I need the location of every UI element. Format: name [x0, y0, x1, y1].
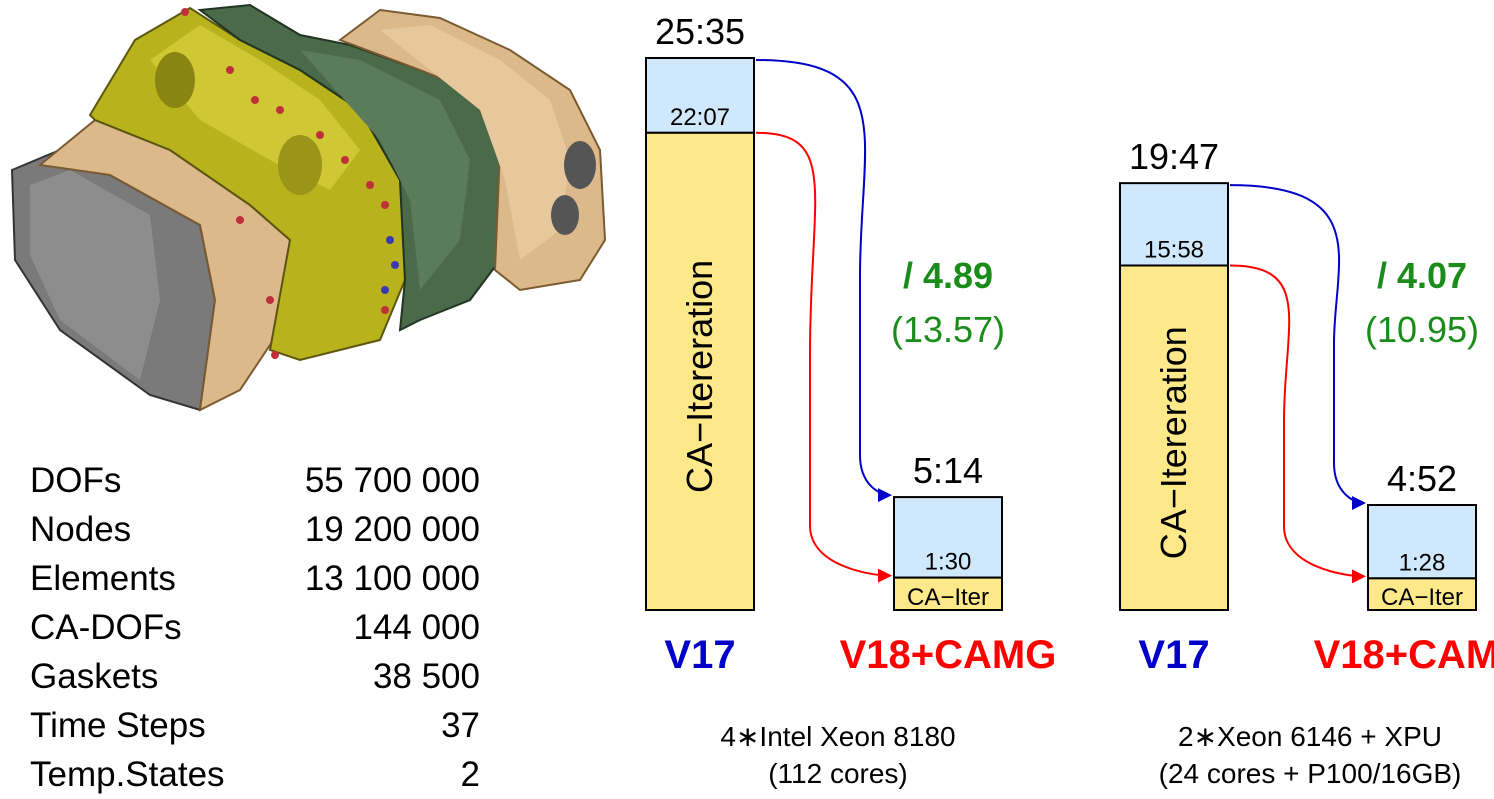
bar-version-label: V17: [664, 633, 735, 677]
model-specs-table: DOFs 55 700 000 Nodes 19 200 000 Elements 13 …: [30, 456, 480, 799]
hardware-label: 2∗Xeon 6146 + XPU: [1178, 721, 1442, 752]
speedup-total-label: / 4.07: [1377, 255, 1467, 296]
speedup-arrow-total: [1229, 184, 1366, 510]
spec-value: 19 200 000: [304, 510, 480, 549]
spec-label: DOFs: [30, 461, 122, 500]
bar-ca-segment-label: CA−Iter: [907, 584, 989, 611]
spec-label: Nodes: [30, 510, 132, 549]
spec-label: Time Steps: [30, 706, 206, 745]
bar-total-segment: [1367, 503, 1477, 580]
speedup-total-label: / 4.89: [903, 255, 993, 296]
bar-ca-time-label: 22:07: [670, 104, 730, 131]
bar-ca-segment-label: CA−Iter: [1381, 584, 1463, 611]
speedup-arrow-ca: [1229, 264, 1366, 584]
bar-ca-segment-label: CA−Itereration: [679, 260, 720, 493]
spec-row: Temp.States 2: [30, 750, 480, 799]
spec-value: 13 100 000: [304, 559, 480, 598]
spec-label: CA-DOFs: [30, 608, 182, 647]
spec-label: Temp.States: [30, 755, 225, 794]
bar-total-label: 19:47: [1129, 136, 1219, 177]
bar-total-label: 5:14: [913, 450, 983, 491]
spec-value: 55 700 000: [304, 461, 480, 500]
spec-row: Time Steps 37: [30, 701, 480, 750]
spec-row: Elements 13 100 000: [30, 554, 480, 603]
speedup-ca-label: (13.57): [891, 309, 1005, 350]
spec-value: 144 000: [353, 608, 480, 647]
speedup-total-value: / 4.07: [1377, 255, 1467, 296]
spec-label: Gaskets: [30, 657, 159, 696]
spec-row: Nodes 19 200 000: [30, 505, 480, 554]
spec-value: 38 500: [372, 657, 480, 696]
spec-label: Elements: [30, 559, 176, 598]
bar-total-segment: [645, 57, 755, 134]
bar-total-segment: [1119, 182, 1229, 267]
spec-value: 2: [460, 755, 480, 794]
speedup-arrow-total: [755, 59, 892, 503]
spec-row: Gaskets 38 500: [30, 652, 480, 701]
bar-ca-time-label: 1:30: [925, 549, 972, 576]
bar-ca-time-label: 15:58: [1144, 236, 1204, 263]
bar-ca-segment: [645, 131, 755, 611]
hardware-label: 4∗Intel Xeon 8180: [720, 721, 955, 752]
bar-ca-time-label: 1:28: [1399, 549, 1446, 576]
bar-ca-segment: [1119, 264, 1229, 611]
engine-model-image: [10, 3, 607, 412]
hardware-cores-label: (112 cores): [768, 758, 908, 789]
spec-row: CA-DOFs 144 000: [30, 603, 480, 652]
bar-total-segment: [893, 496, 1003, 579]
spec-row: DOFs 55 700 000: [30, 456, 480, 505]
bar-version-label: V18+CAMG: [1314, 633, 1494, 677]
speedup-total-value: / 4.89: [903, 255, 993, 296]
hardware-cores-label: (24 cores + P100/16GB): [1159, 758, 1462, 789]
speedup-arrow-ca: [755, 131, 892, 583]
bar-total-label: 25:35: [655, 11, 745, 52]
bar-version-label: V17: [1138, 633, 1209, 677]
bar-ca-segment-label: CA−Itereration: [1153, 326, 1194, 559]
bar-ca-segment: [1367, 577, 1477, 611]
bar-total-label: 4:52: [1387, 458, 1457, 499]
bar-version-label: V18+CAMG: [840, 633, 1057, 677]
bar-ca-segment: [893, 576, 1003, 612]
speedup-ca-label: (10.95): [1365, 309, 1479, 350]
spec-value: 37: [441, 706, 480, 745]
